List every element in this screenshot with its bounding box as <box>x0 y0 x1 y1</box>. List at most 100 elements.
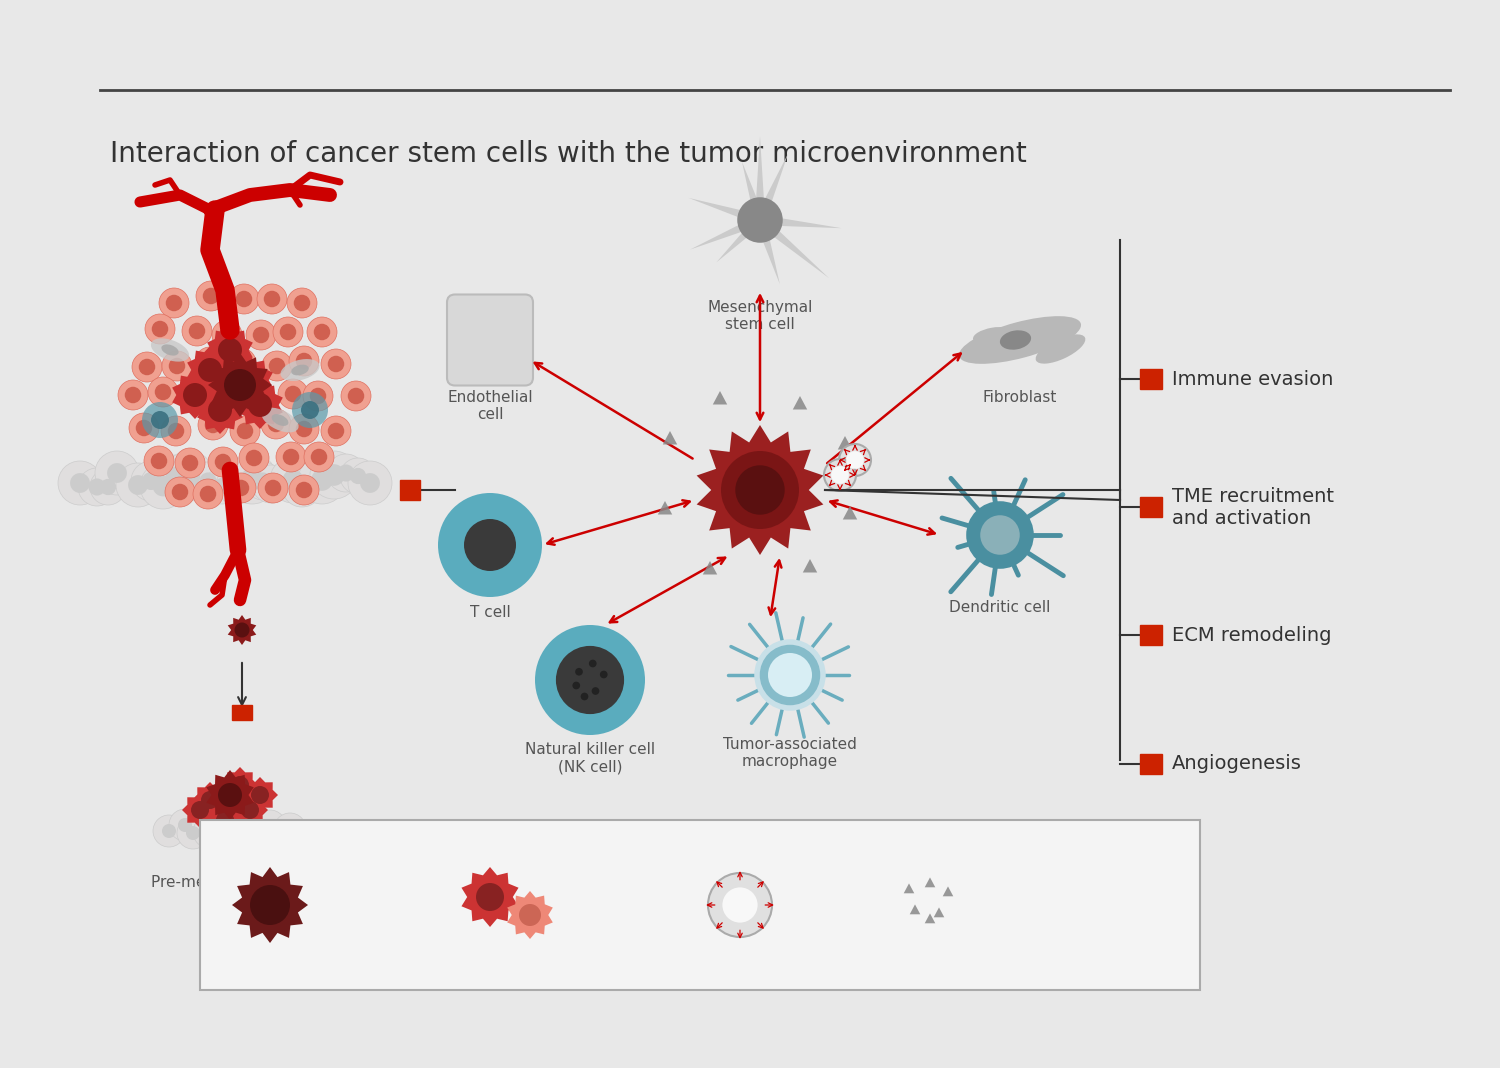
Polygon shape <box>222 767 258 803</box>
Circle shape <box>200 486 216 502</box>
Polygon shape <box>206 770 254 820</box>
Circle shape <box>135 420 153 436</box>
Circle shape <box>106 464 128 483</box>
Circle shape <box>255 824 268 839</box>
Circle shape <box>140 464 186 509</box>
Circle shape <box>165 477 195 507</box>
Circle shape <box>142 472 160 490</box>
Text: T cell: T cell <box>470 604 510 621</box>
Circle shape <box>198 358 222 382</box>
Circle shape <box>128 475 148 494</box>
Polygon shape <box>192 782 228 818</box>
Circle shape <box>304 442 334 472</box>
Polygon shape <box>754 153 789 222</box>
Circle shape <box>340 458 376 494</box>
Polygon shape <box>507 891 554 939</box>
Circle shape <box>350 468 366 484</box>
Polygon shape <box>942 886 954 896</box>
Circle shape <box>146 314 176 344</box>
Circle shape <box>438 493 542 597</box>
Text: CSC:
Cancer
stem cell: CSC: Cancer stem cell <box>318 885 381 931</box>
Circle shape <box>213 384 243 414</box>
Circle shape <box>246 320 276 350</box>
Polygon shape <box>759 215 842 229</box>
Circle shape <box>148 377 178 407</box>
Circle shape <box>238 368 262 392</box>
Polygon shape <box>207 802 243 838</box>
Circle shape <box>154 455 196 497</box>
Circle shape <box>248 393 272 417</box>
Circle shape <box>186 826 200 841</box>
Text: Extracellular
vesicle: Extracellular vesicle <box>778 890 865 921</box>
Circle shape <box>209 808 240 841</box>
Text: TME recruitment
and activation: TME recruitment and activation <box>1172 487 1334 528</box>
Text: Interaction of cancer stem cells with the tumor microenvironment: Interaction of cancer stem cells with th… <box>110 140 1026 168</box>
Circle shape <box>519 904 542 926</box>
Text: ECM remodeling: ECM remodeling <box>1172 626 1332 645</box>
Circle shape <box>759 645 820 705</box>
Text: Immune evasion: Immune evasion <box>1172 370 1334 389</box>
Circle shape <box>348 461 392 505</box>
Circle shape <box>286 288 316 318</box>
Circle shape <box>536 625 645 735</box>
Circle shape <box>262 351 292 381</box>
Circle shape <box>237 423 254 439</box>
Circle shape <box>242 378 272 408</box>
Circle shape <box>296 352 312 370</box>
Circle shape <box>234 623 249 638</box>
Polygon shape <box>237 381 284 429</box>
Polygon shape <box>226 356 273 404</box>
Circle shape <box>78 468 116 506</box>
Polygon shape <box>903 883 915 893</box>
Circle shape <box>278 379 308 409</box>
Circle shape <box>202 287 219 304</box>
Circle shape <box>573 681 580 689</box>
Circle shape <box>738 198 783 242</box>
Circle shape <box>152 320 168 337</box>
Circle shape <box>159 288 189 318</box>
Text: Fibroblast: Fibroblast <box>982 390 1058 405</box>
Circle shape <box>279 324 296 341</box>
Circle shape <box>242 801 260 819</box>
Circle shape <box>209 447 238 477</box>
Circle shape <box>217 337 242 362</box>
Circle shape <box>236 810 267 842</box>
Circle shape <box>282 467 322 507</box>
Circle shape <box>168 423 184 439</box>
Circle shape <box>310 449 327 466</box>
Circle shape <box>321 349 351 379</box>
Circle shape <box>195 347 225 377</box>
Circle shape <box>182 455 198 471</box>
Circle shape <box>294 295 310 311</box>
Circle shape <box>314 324 330 341</box>
Circle shape <box>251 786 268 804</box>
Circle shape <box>152 411 170 429</box>
Circle shape <box>94 451 140 494</box>
Circle shape <box>966 501 1034 569</box>
Circle shape <box>309 388 327 405</box>
Polygon shape <box>696 425 824 555</box>
Circle shape <box>340 381 370 411</box>
Polygon shape <box>924 878 936 888</box>
Ellipse shape <box>272 414 288 426</box>
Circle shape <box>591 687 600 695</box>
Circle shape <box>282 449 298 466</box>
Circle shape <box>217 783 242 807</box>
Polygon shape <box>754 219 780 284</box>
Circle shape <box>209 398 232 422</box>
Text: Tumor-associated
macrophage: Tumor-associated macrophage <box>723 737 856 769</box>
Circle shape <box>190 801 208 819</box>
Circle shape <box>556 646 624 714</box>
Bar <box>232 705 252 720</box>
Circle shape <box>980 515 1020 554</box>
Circle shape <box>164 451 214 501</box>
Circle shape <box>251 885 290 925</box>
Circle shape <box>88 478 105 496</box>
Circle shape <box>183 383 207 407</box>
Polygon shape <box>742 161 765 221</box>
Circle shape <box>846 451 864 469</box>
Circle shape <box>100 478 116 496</box>
Circle shape <box>202 824 216 839</box>
Ellipse shape <box>152 339 189 362</box>
Circle shape <box>226 348 256 378</box>
